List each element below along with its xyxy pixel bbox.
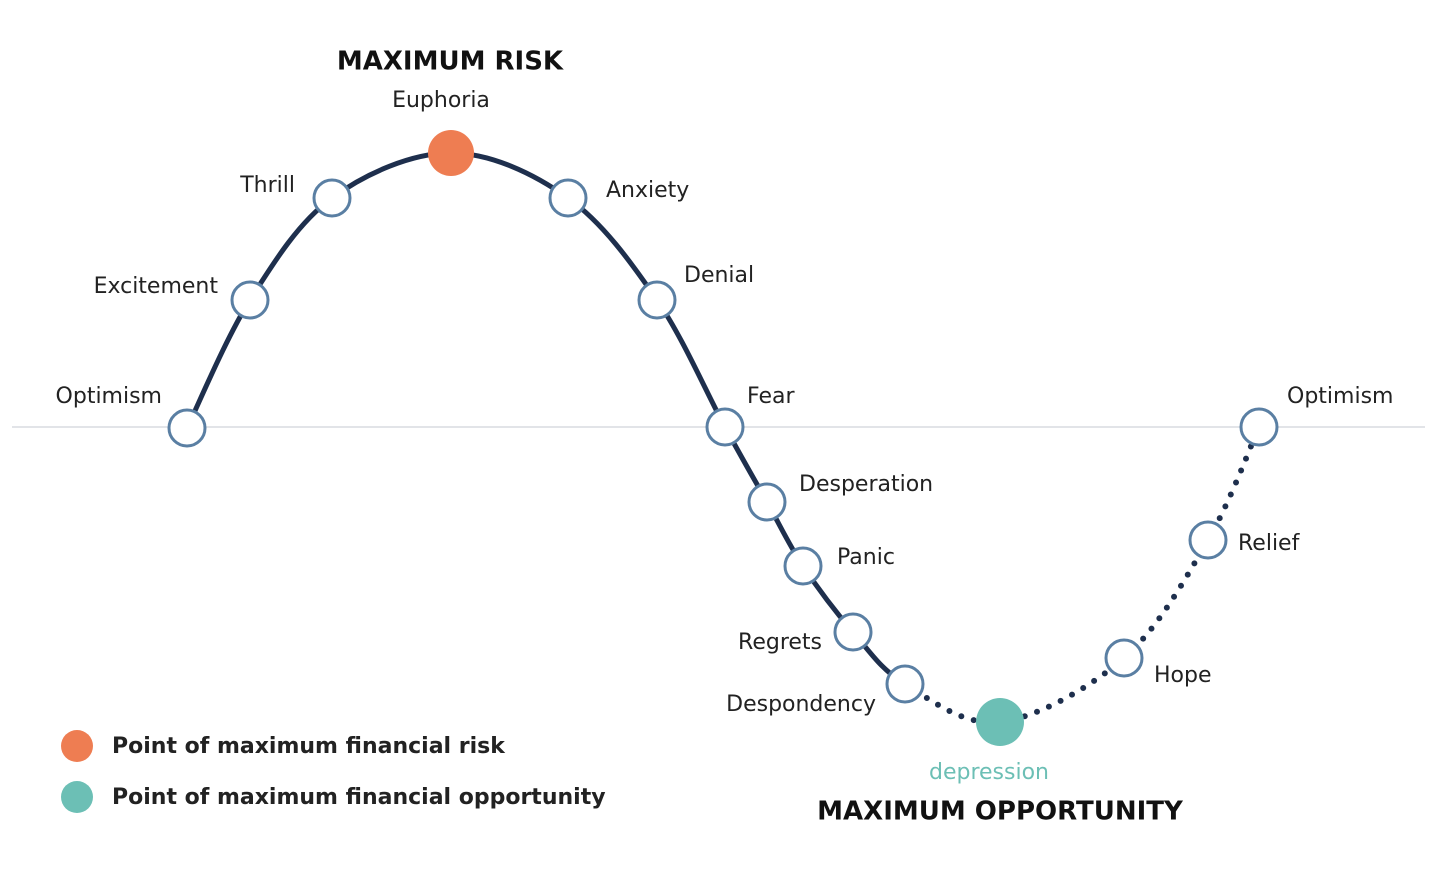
solid-curve — [184, 150, 907, 687]
legend-label: Point of maximum financial opportunity — [112, 785, 606, 810]
node-label: Despondency — [726, 692, 876, 717]
risk-node — [428, 130, 474, 176]
node — [783, 546, 823, 586]
node-label: Excitement — [94, 274, 219, 299]
node — [167, 408, 207, 448]
node-label: Desperation — [799, 472, 933, 497]
node — [548, 178, 588, 218]
node — [885, 664, 925, 704]
node-label: Euphoria — [392, 88, 490, 113]
node-label: Relief — [1238, 531, 1301, 556]
node-label: Fear — [747, 384, 795, 409]
node — [312, 178, 352, 218]
node-label: depression — [929, 760, 1049, 785]
opportunity-heading: MAXIMUM OPPORTUNITY — [817, 797, 1184, 827]
legend-swatch — [61, 730, 93, 762]
node — [230, 280, 270, 320]
opportunity-node — [976, 698, 1024, 746]
node-label: Anxiety — [606, 178, 689, 203]
node — [1188, 520, 1228, 560]
risk-heading: MAXIMUM RISK — [337, 47, 564, 77]
node — [833, 612, 873, 652]
node — [1239, 407, 1279, 447]
node-label: Thrill — [239, 173, 295, 198]
node-label: Optimism — [1287, 384, 1393, 409]
node-label: Regrets — [738, 630, 822, 655]
node — [747, 482, 787, 522]
legend-label: Point of maximum financial risk — [112, 734, 506, 759]
node — [1104, 638, 1144, 678]
legend-swatch — [61, 781, 93, 813]
node-label: Hope — [1154, 663, 1212, 688]
node — [705, 407, 745, 447]
node-label: Optimism — [56, 384, 162, 409]
node — [637, 280, 677, 320]
nodes: Optimism Excitement Thrill Euphoria Anxiety D… — [56, 88, 1394, 785]
node-label: Panic — [837, 545, 895, 570]
node-label: Denial — [684, 263, 754, 288]
